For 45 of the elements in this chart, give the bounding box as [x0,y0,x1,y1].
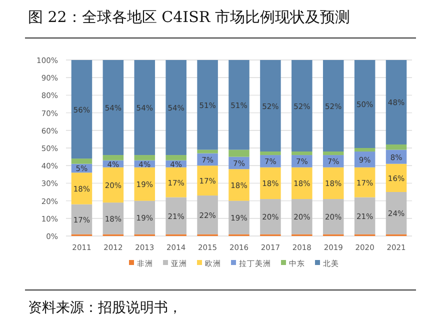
bar [71,158,92,164]
bar [228,200,250,234]
bar [134,167,156,201]
bar [260,152,281,156]
bar [260,199,281,234]
bar [292,167,312,200]
bar [102,167,124,203]
bar [197,166,218,196]
bar [386,144,407,150]
bar [228,60,250,150]
bar [228,150,250,157]
bar [102,202,124,234]
bar [322,152,344,156]
bar [166,60,186,156]
bar [292,60,312,152]
chart-title: 图 22：全球各地区 C4ISR 市场比例现状及预测 [28,8,350,26]
bar [260,167,281,200]
bar [354,167,376,198]
bar [102,60,124,156]
bar [197,150,218,154]
bar [71,204,92,234]
bar [354,148,376,152]
bar [322,199,344,234]
bar [71,172,92,204]
bar [197,60,218,150]
bar [322,60,344,152]
bar [292,152,312,156]
bar [228,169,250,201]
bar [166,155,186,160]
bar [71,60,92,159]
bar [386,60,407,144]
bar [102,155,124,160]
bar [134,155,156,160]
bar [134,60,156,156]
text: 资料来源：招股说明书， [28,300,182,316]
bar [322,167,344,200]
bar [292,199,312,234]
bar [197,196,218,234]
bar [354,197,376,234]
bar [354,60,376,148]
bar [166,167,186,198]
bar [166,197,186,234]
bar [134,200,156,234]
bar [260,60,281,152]
bar [386,192,407,234]
